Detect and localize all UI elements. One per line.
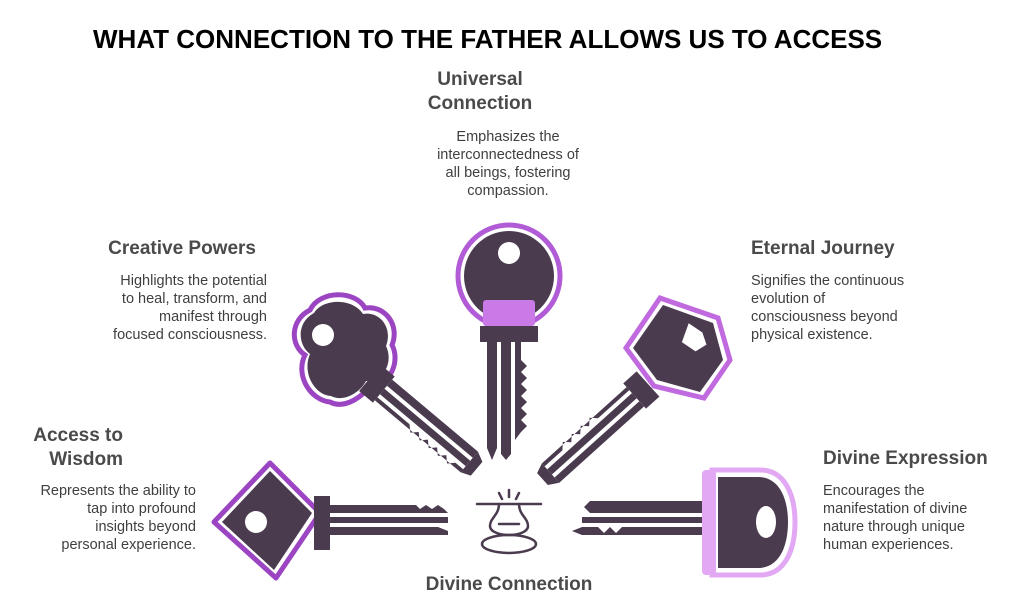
key-icon xyxy=(455,222,563,460)
description-divine-expression: Encourages the manifestation of divine n… xyxy=(823,483,968,553)
key-icon xyxy=(572,467,798,578)
key-icon xyxy=(537,295,733,485)
description-creative-powers: Highlights the potential to heal, transf… xyxy=(113,273,267,343)
portal-icon xyxy=(475,488,543,555)
description-access-to-wisdom: Represents the ability to tap into profo… xyxy=(40,483,196,553)
center-label: Divine Connection xyxy=(425,574,593,595)
heading-eternal-journey: Eternal Journey xyxy=(751,238,895,259)
heading-universal-connection: Universal Connection xyxy=(427,69,533,114)
key-icon xyxy=(291,292,483,476)
description-universal-connection: Emphasizes the interconnectedness of all… xyxy=(437,129,579,199)
heading-access-to-wisdom: Access to Wisdom xyxy=(33,425,123,470)
page-title: WHAT CONNECTION TO THE FATHER ALLOWS US … xyxy=(93,24,883,54)
heading-creative-powers: Creative Powers xyxy=(108,238,256,259)
description-eternal-journey: Signifies the continuous evolution of co… xyxy=(751,273,905,343)
key-icon xyxy=(211,460,448,581)
heading-divine-expression: Divine Expression xyxy=(823,448,988,469)
